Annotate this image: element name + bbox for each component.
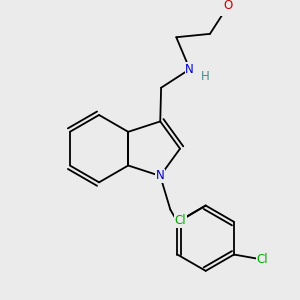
Text: H: H — [200, 70, 209, 83]
Text: O: O — [224, 0, 233, 12]
Text: Cl: Cl — [257, 253, 268, 266]
Text: N: N — [156, 169, 165, 182]
Text: Cl: Cl — [175, 214, 186, 227]
Text: N: N — [185, 63, 194, 76]
